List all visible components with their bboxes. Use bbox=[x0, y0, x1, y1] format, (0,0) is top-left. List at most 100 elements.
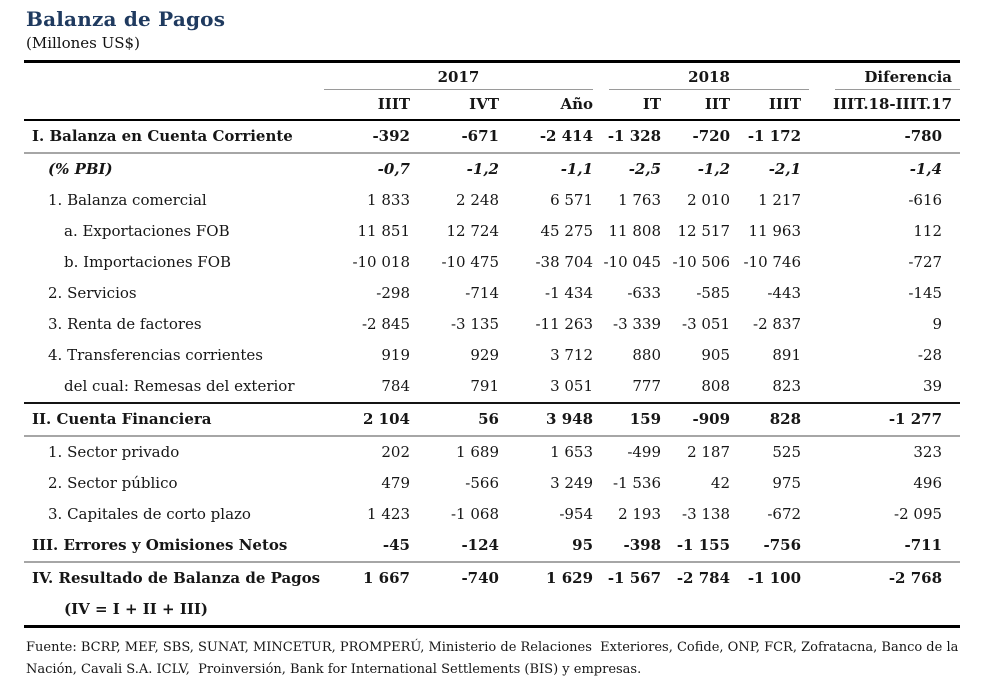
value-cell: 828 bbox=[738, 403, 810, 437]
value-cell bbox=[738, 594, 809, 627]
value-cell: -1,2 bbox=[697, 160, 731, 178]
table-row-ii-cuenta-financiera: II. Cuenta Financiera 2 104 56 3 948 159 -909… bbox=[24, 403, 961, 437]
value-cell: -1,2 bbox=[466, 160, 499, 178]
column-header-it: IT bbox=[601, 90, 670, 121]
value-cell: 11 851 bbox=[357, 222, 411, 240]
value-cell: -2 837 bbox=[753, 315, 802, 333]
value-cell: 2 187 bbox=[687, 443, 731, 461]
value-cell: -28 bbox=[917, 346, 943, 364]
value-cell: 1 667 bbox=[363, 569, 410, 587]
value-cell: -10 045 bbox=[603, 253, 662, 271]
value-cell: 3 712 bbox=[550, 346, 594, 364]
value-cell: 1 653 bbox=[550, 443, 594, 461]
value-cell: -740 bbox=[461, 569, 499, 587]
value-cell: -1 536 bbox=[613, 474, 662, 492]
table-row-b-importaciones-fob: b. Importaciones FOB -10 018 -10 475 -38 70… bbox=[24, 247, 960, 278]
value-cell: -1 172 bbox=[738, 120, 810, 154]
row-label: 2. Sector público bbox=[48, 474, 178, 492]
row-label: (IV = I + II + III) bbox=[64, 600, 208, 618]
value-cell bbox=[507, 594, 601, 627]
value-cell: -443 bbox=[767, 284, 802, 302]
value-cell: -566 bbox=[465, 474, 499, 492]
row-label: II. Cuenta Financiera bbox=[24, 403, 324, 437]
row-label: 1. Balanza comercial bbox=[48, 191, 207, 209]
value-cell: -616 bbox=[908, 191, 943, 209]
value-cell bbox=[669, 594, 738, 627]
page-subtitle: (Millones US$) bbox=[26, 34, 140, 52]
value-cell: -2 784 bbox=[676, 569, 731, 587]
row-label: b. Importaciones FOB bbox=[64, 253, 232, 271]
table-row-a-exportaciones-fob: a. Exportaciones FOB 11 851 12 724 45 275 11… bbox=[24, 216, 960, 247]
column-group-label: 2018 bbox=[609, 68, 810, 90]
value-cell: 784 bbox=[324, 371, 418, 404]
value-cell: 202 bbox=[381, 443, 410, 461]
value-cell: -727 bbox=[908, 253, 943, 271]
value-cell: 2 248 bbox=[456, 191, 499, 209]
value-cell: -2 768 bbox=[888, 569, 943, 587]
table-row-iv-resultado-de-balanza-de-pagos: IV. Resultado de Balanza de Pagos 1 667 -7… bbox=[24, 562, 960, 594]
table-row-iii-errores-y-omisiones-netos: III. Errores y Omisiones Netos -45 -124 95-… bbox=[24, 530, 961, 563]
value-cell: 6 571 bbox=[550, 191, 594, 209]
value-cell: -392 bbox=[324, 120, 418, 154]
value-cell: -124 bbox=[418, 530, 507, 563]
value-cell: 808 bbox=[669, 371, 739, 404]
value-cell: 11 963 bbox=[748, 222, 802, 240]
value-cell: 1 833 bbox=[367, 191, 410, 209]
value-cell: -714 bbox=[465, 284, 499, 302]
value-cell: -671 bbox=[418, 120, 507, 154]
value-cell: -3 051 bbox=[682, 315, 731, 333]
value-cell: -1 068 bbox=[450, 505, 499, 523]
value-cell: 1 629 bbox=[546, 569, 594, 587]
column-group-diferencia: Diferencia bbox=[809, 62, 961, 90]
column-header-label bbox=[24, 90, 324, 121]
row-label: 3. Renta de factores bbox=[48, 315, 202, 333]
value-cell: 823 bbox=[738, 371, 810, 404]
value-cell: -1 434 bbox=[545, 284, 594, 302]
value-cell: -720 bbox=[669, 120, 739, 154]
value-cell: 2 104 bbox=[324, 403, 418, 437]
value-cell: 1 423 bbox=[367, 505, 410, 523]
value-cell: -1 567 bbox=[607, 569, 662, 587]
value-cell: -1 277 bbox=[809, 403, 961, 437]
value-cell: -145 bbox=[908, 284, 943, 302]
table-row-del-cual-remesas-del-exterior: del cual: Remesas del exterior 784 791 3 05… bbox=[24, 371, 961, 404]
row-label: 3. Capitales de corto plazo bbox=[48, 505, 251, 523]
table-row-4-transferencias-corrientes: 4. Transferencias corrientes 919 929 3 712 8… bbox=[24, 340, 960, 371]
column-header-iit: IIT bbox=[669, 90, 739, 121]
balance-table: 2017 2018 Diferencia IIIT IVT Año IT IIT IIIT III… bbox=[24, 60, 961, 628]
value-cell: -10 475 bbox=[441, 253, 499, 271]
value-cell: -1,1 bbox=[560, 160, 594, 178]
source-note-line: Nación, Cavali S.A. ICLV, Proinversión, … bbox=[26, 661, 642, 677]
value-cell: -2 095 bbox=[894, 505, 943, 523]
value-cell: 3 249 bbox=[550, 474, 594, 492]
column-header-a-o: Año bbox=[507, 90, 602, 121]
column-group-row: 2017 2018 Diferencia bbox=[24, 62, 961, 90]
column-group-label: 2017 bbox=[324, 68, 594, 90]
value-cell: -2,1 bbox=[768, 160, 802, 178]
value-cell: 1 763 bbox=[618, 191, 662, 209]
value-cell: 9 bbox=[932, 315, 943, 333]
value-cell: 95 bbox=[507, 530, 602, 563]
value-cell: -909 bbox=[669, 403, 739, 437]
value-cell: 880 bbox=[632, 346, 662, 364]
column-group-2017: 2017 bbox=[324, 62, 601, 90]
column-group-2018: 2018 bbox=[601, 62, 810, 90]
value-cell: 905 bbox=[701, 346, 731, 364]
column-header-row: IIIT IVT Año IT IIT IIIT IIIT.18-IIIT.17 bbox=[24, 90, 961, 121]
value-cell: -2,5 bbox=[628, 160, 662, 178]
value-cell: 12 517 bbox=[677, 222, 731, 240]
value-cell: 2 010 bbox=[687, 191, 731, 209]
table-row-pbi: (% PBI) -0,7 -1,2 -1,1 -2,5 -1,2 -2,1 -1,4 bbox=[24, 153, 960, 185]
row-label: 2. Servicios bbox=[48, 284, 137, 302]
value-cell bbox=[809, 594, 960, 627]
value-cell: -672 bbox=[767, 505, 802, 523]
value-cell: -298 bbox=[376, 284, 410, 302]
value-cell: -585 bbox=[696, 284, 731, 302]
value-cell: 323 bbox=[913, 443, 943, 461]
table-header: 2017 2018 Diferencia IIIT IVT Año IT IIT IIIT III… bbox=[24, 62, 961, 121]
value-cell: 159 bbox=[601, 403, 670, 437]
value-cell: -45 bbox=[324, 530, 418, 563]
value-cell: -756 bbox=[738, 530, 810, 563]
row-label: I. Balanza en Cuenta Corriente bbox=[24, 120, 324, 154]
value-cell: -1 155 bbox=[669, 530, 739, 563]
